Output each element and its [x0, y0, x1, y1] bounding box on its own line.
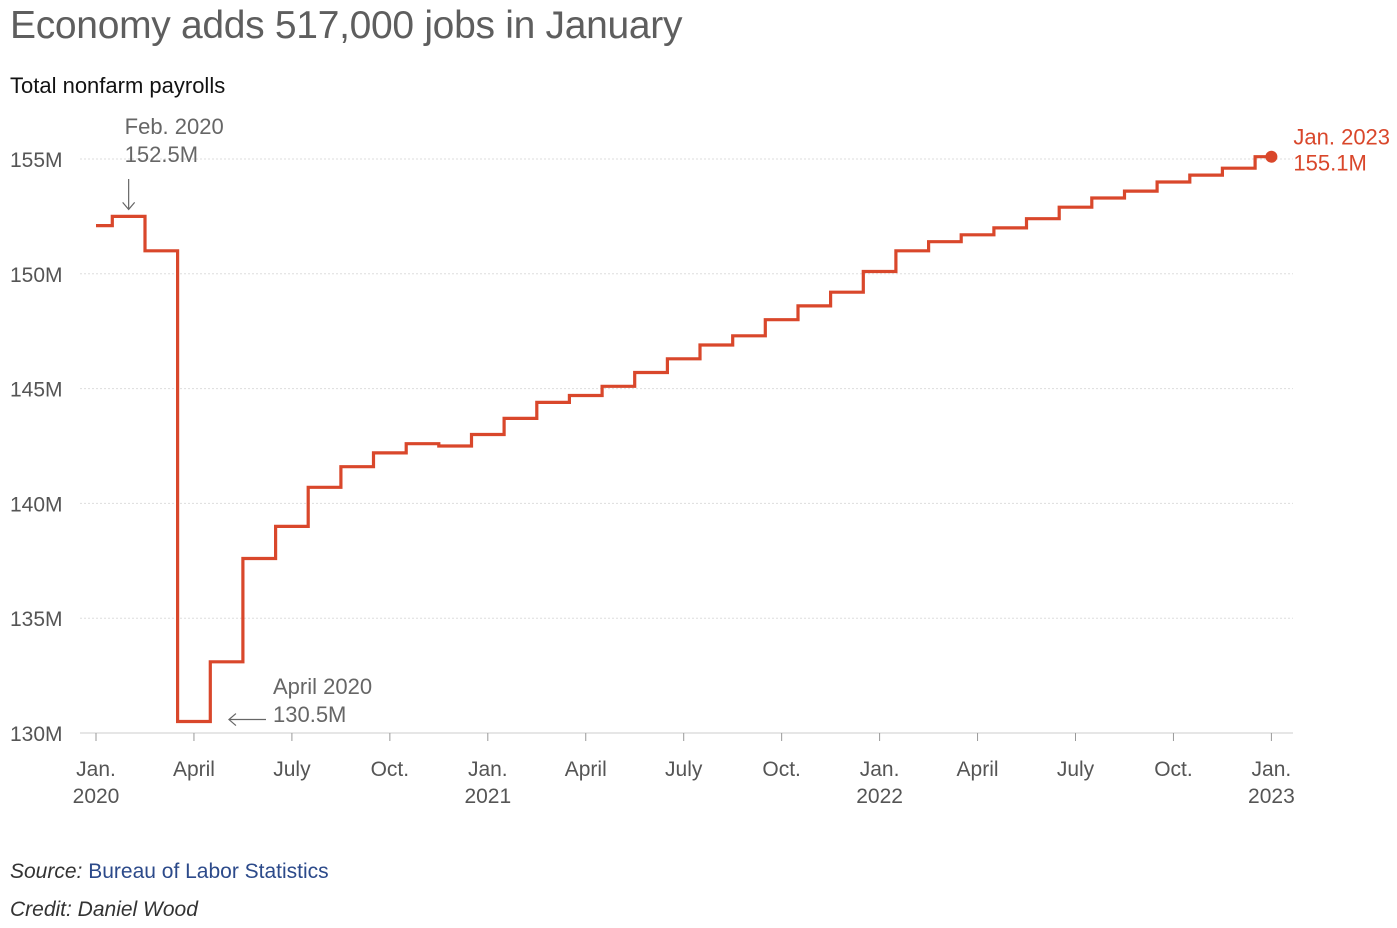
gridlines	[80, 158, 1293, 734]
x-tick-label: July	[273, 758, 311, 781]
x-tick-label: Jan.	[76, 758, 116, 781]
y-tick-label: 145M	[10, 379, 63, 402]
x-tick-label: July	[665, 758, 703, 781]
y-tick-label: 155M	[10, 149, 63, 172]
source-link[interactable]: Bureau of Labor Statistics	[88, 860, 329, 883]
chart-title: Economy adds 517,000 jobs in January	[10, 4, 683, 47]
end-point-dot	[1265, 150, 1278, 163]
x-tick-year-label: 2020	[73, 785, 120, 808]
x-tick-label: Jan.	[1252, 758, 1292, 781]
x-tick-label: Jan.	[860, 758, 900, 781]
y-tick-label: 135M	[10, 608, 63, 631]
annotation-label: April 2020	[273, 674, 372, 699]
x-tick-year-label: 2021	[464, 785, 511, 808]
x-tick-label: Oct.	[371, 758, 410, 781]
series-layer	[96, 155, 1272, 724]
x-tick-year-label: 2023	[1248, 785, 1295, 808]
x-tick-label: July	[1057, 758, 1095, 781]
chart-subtitle: Total nonfarm payrolls	[10, 73, 226, 98]
x-tick-label: April	[173, 758, 215, 781]
payrolls-chart: 155M 150M 145M 140M 135M 130M Jan. 2020 April Jul…	[10, 114, 1390, 808]
source-line: Source: Bureau of Labor Statistics	[10, 860, 329, 884]
x-tick-label: Oct.	[762, 758, 801, 781]
payrolls-step-line	[96, 155, 1272, 724]
credit-line: Credit: Daniel Wood	[10, 898, 198, 921]
y-tick-label: 140M	[10, 493, 63, 516]
y-tick-label: 150M	[10, 264, 63, 287]
y-tick-label: 130M	[10, 723, 63, 746]
annotation-value: 130.5M	[273, 702, 346, 727]
annotation-value: 155.1M	[1293, 151, 1366, 176]
annotation-arrowhead	[228, 713, 237, 726]
annotation-value: 152.5M	[125, 142, 198, 167]
x-tick-label: April	[565, 758, 607, 781]
source-label: Source:	[10, 860, 83, 883]
annotation-label: Jan. 2023	[1293, 125, 1390, 150]
x-tick-label: Oct.	[1154, 758, 1193, 781]
x-tick-label: Jan.	[468, 758, 508, 781]
x-tick-year-label: 2022	[856, 785, 903, 808]
axis-labels: 155M 150M 145M 140M 135M 130M Jan. 2020 April Jul…	[10, 149, 1295, 808]
x-tick-label: April	[957, 758, 999, 781]
annotations: Feb. 2020 152.5M April 2020 130.5M Jan. 2023…	[122, 114, 1390, 727]
annotation-label: Feb. 2020	[125, 114, 224, 139]
annotation-arrowhead	[122, 202, 136, 211]
